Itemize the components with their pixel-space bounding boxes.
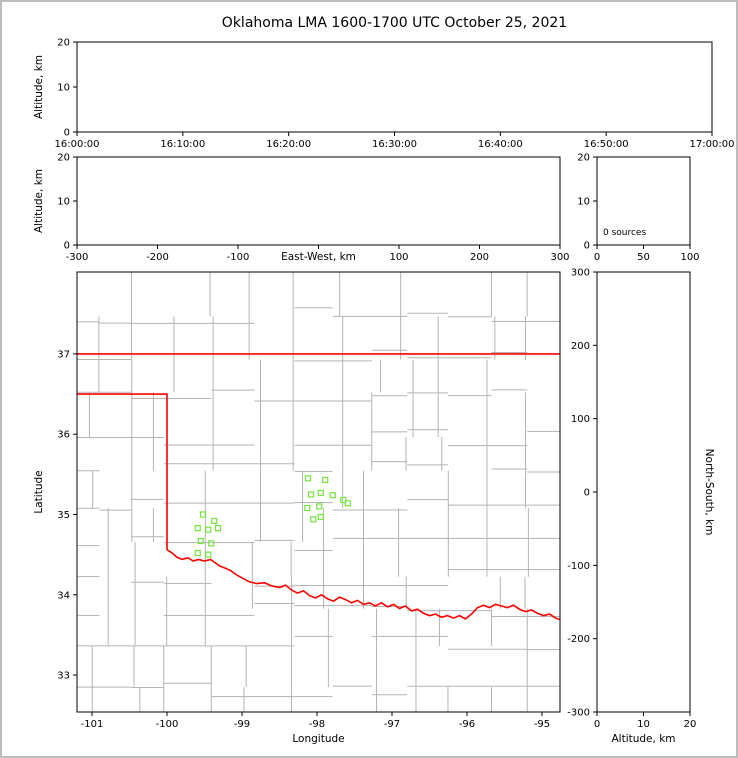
state-border-line: [77, 353, 560, 621]
tick-label: 16:30:00: [372, 139, 417, 150]
station-marker-square: [304, 475, 312, 482]
x-axis-label: Altitude, km: [611, 733, 675, 745]
lma-station-markers: [194, 475, 351, 558]
county-boundaries: [77, 272, 560, 712]
tick-label: 16:40:00: [478, 139, 523, 150]
tick-label: 0: [594, 252, 600, 263]
tick-label: 100: [680, 252, 699, 263]
tick-label: 17:00:00: [690, 139, 735, 150]
tick-label: 300: [571, 268, 590, 279]
tick-label: 0: [594, 719, 600, 730]
station-marker-square: [197, 537, 204, 545]
station-marker-square: [316, 503, 323, 510]
tick-label: 0: [584, 241, 590, 252]
station-marker-square: [304, 504, 311, 512]
tick-label: -96: [459, 719, 475, 730]
tick-label: 16:50:00: [584, 139, 629, 150]
panel-frame-p2: [76, 156, 561, 246]
tick-label: 20: [57, 38, 70, 49]
tick-label: 20: [577, 153, 590, 164]
tick-label: 100: [571, 414, 590, 425]
tick-label: -97: [384, 719, 400, 730]
tick-label: 100: [389, 252, 408, 263]
tick-label: 200: [571, 341, 590, 352]
tick-label: 300: [550, 252, 569, 263]
y-axis-label: Altitude, km: [33, 55, 45, 119]
tick-label: 10: [577, 197, 590, 208]
station-marker-square: [211, 517, 218, 525]
tick-label: 37: [57, 349, 70, 360]
panel-frame-p1: [76, 41, 713, 133]
station-marker-square: [208, 540, 215, 547]
tick-label: -200: [567, 634, 590, 645]
station-marker-square: [205, 551, 212, 558]
tick-label: -100: [156, 719, 179, 730]
station-marker-square: [214, 525, 222, 532]
tick-label: 35: [57, 510, 70, 521]
station-marker-square: [310, 516, 317, 523]
station-marker-square: [340, 496, 347, 504]
source-count-annotation: 0 sources: [603, 228, 646, 238]
tick-label: -300: [66, 252, 89, 263]
tick-label: 10: [57, 83, 70, 94]
tick-label: 20: [684, 719, 697, 730]
panel-frame-p5: [596, 271, 691, 713]
tick-label: -101: [81, 719, 104, 730]
station-marker-square: [329, 492, 336, 499]
station-marker-square: [199, 511, 207, 518]
tick-label: 16:20:00: [266, 139, 311, 150]
station-marker-square: [307, 491, 315, 498]
tick-label: 50: [637, 252, 650, 263]
tick-label: 33: [57, 671, 70, 682]
station-marker-square: [322, 476, 329, 484]
tick-label: 0: [584, 488, 590, 499]
tick-label: 16:10:00: [160, 139, 205, 150]
station-marker-square: [194, 525, 201, 532]
figure-title: Oklahoma LMA 1600-1700 UTC October 25, 2…: [221, 15, 568, 31]
tick-label: 10: [637, 719, 650, 730]
station-marker-square: [344, 500, 351, 507]
tick-label: 16:00:00: [55, 139, 100, 150]
tick-label: -100: [567, 561, 590, 572]
tick-label: -99: [234, 719, 250, 730]
tick-label: -98: [309, 719, 325, 730]
x-axis-label: East-West, km: [281, 251, 356, 263]
right-y-axis-label: North-South, km: [703, 449, 715, 536]
tick-label: 200: [470, 252, 489, 263]
tick-label: 0: [64, 241, 70, 252]
station-marker-square: [317, 489, 324, 496]
tick-label: 20: [57, 153, 70, 164]
panel-frame-map: [76, 271, 561, 713]
tick-label: 34: [57, 590, 70, 601]
y-axis-label: Altitude, km: [33, 169, 45, 233]
tick-label: -200: [146, 252, 169, 263]
station-marker-square: [317, 513, 324, 520]
station-marker-square: [205, 526, 212, 533]
tick-label: 10: [57, 197, 70, 208]
y-axis-label: Latitude: [33, 470, 45, 513]
tick-label: -100: [227, 252, 250, 263]
x-axis-label: Longitude: [292, 733, 344, 745]
tick-label: -95: [534, 719, 550, 730]
tick-label: 0: [64, 128, 70, 139]
tick-label: -300: [567, 708, 590, 719]
tick-label: 36: [57, 430, 70, 441]
station-marker-square: [194, 549, 201, 557]
